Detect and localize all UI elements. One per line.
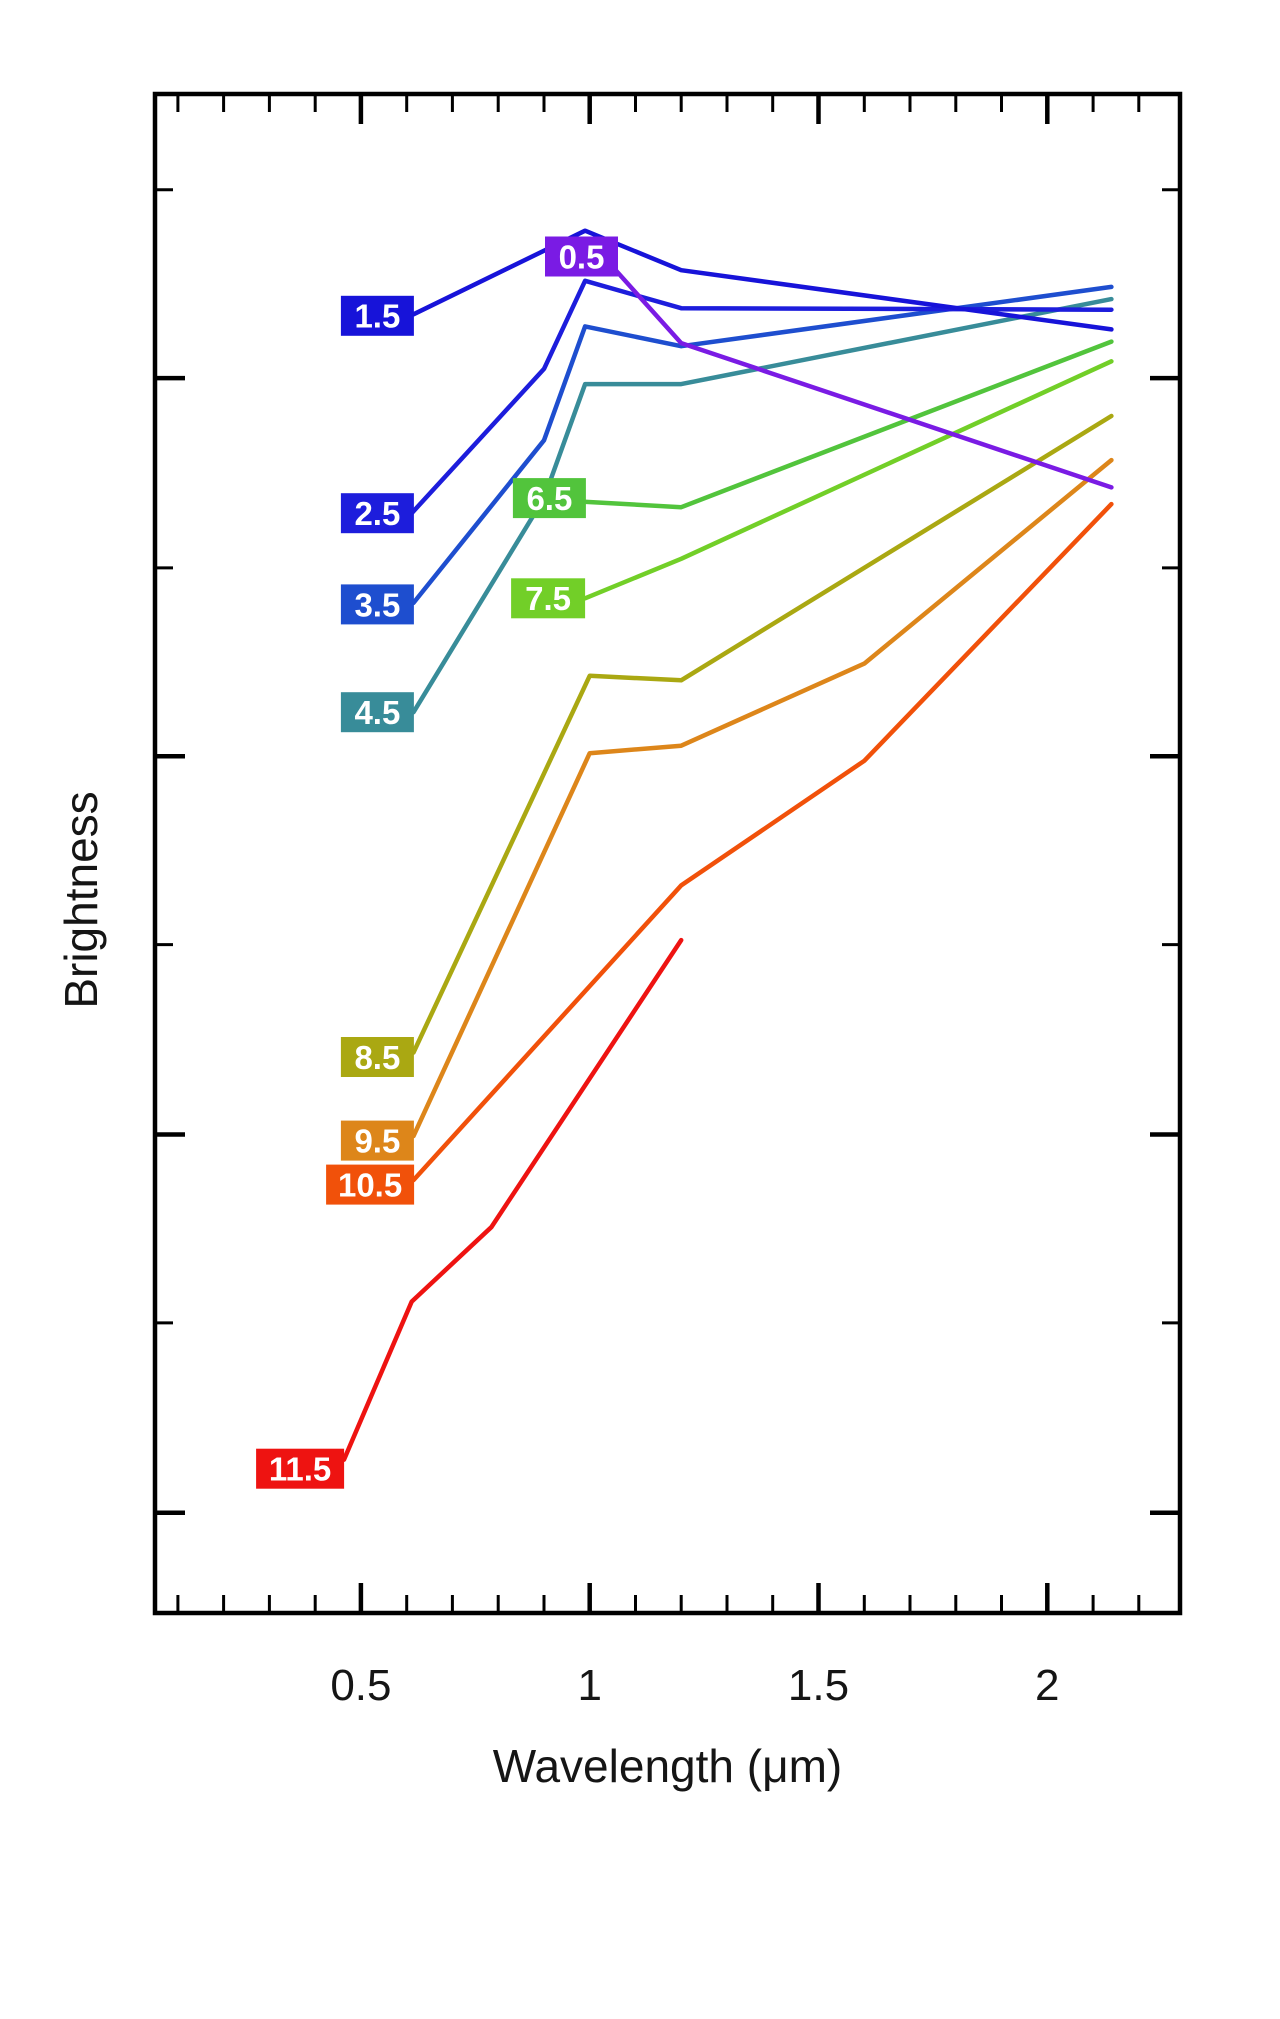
axis-ticks — [155, 94, 1180, 1613]
x-tick-label-0.5: 0.5 — [330, 1661, 391, 1710]
series-label-text-2.5: 2.5 — [354, 495, 400, 532]
series-label-text-6.5: 6.5 — [526, 480, 572, 517]
series-label-text-10.5: 10.5 — [338, 1167, 402, 1204]
series-label-text-11.5: 11.5 — [269, 1451, 331, 1488]
series-label-text-1.5: 1.5 — [354, 298, 400, 335]
plot-frame-rect — [152, 91, 1183, 1616]
series-label-box-11.5 — [256, 1448, 345, 1489]
series-label-box-3.5 — [340, 584, 414, 625]
x-tick-label-2: 2 — [1035, 1661, 1059, 1710]
series-label-box-10.5 — [326, 1164, 415, 1205]
series-line-0.5 — [587, 239, 1114, 490]
series-label-boxes: 11.5 10.5 9.5 8.5 7.5 6.5 4.5 3.5 2.5 1.5 0.5 — [256, 236, 618, 1489]
series-label-box-6.5 — [512, 478, 586, 519]
series-line-2.5 — [409, 278, 1114, 516]
series-label-box-0.5 — [545, 236, 618, 277]
series-line-8.5 — [411, 413, 1114, 1055]
series-line-10.5 — [411, 501, 1114, 1183]
series-label-box-4.5 — [340, 692, 414, 733]
x-tick-label-1: 1 — [577, 1661, 601, 1710]
y-axis-title: Brightness — [55, 791, 107, 1008]
series-label-box-7.5 — [511, 578, 586, 619]
plot-frame — [152, 91, 1183, 1616]
series-lines — [341, 228, 1114, 1462]
x-axis-title: Wavelength (μm) — [493, 1740, 842, 1792]
series-label-text-0.5: 0.5 — [559, 238, 605, 275]
series-line-3.5 — [411, 284, 1114, 606]
x-tick-label-1.5: 1.5 — [788, 1661, 849, 1710]
series-label-box-9.5 — [340, 1120, 414, 1161]
series-label-box-2.5 — [340, 493, 414, 534]
series-label-box-8.5 — [340, 1037, 414, 1077]
series-line-1.5 — [411, 228, 1114, 332]
series-line-11.5 — [341, 937, 684, 1462]
series-label-text-7.5: 7.5 — [525, 580, 571, 617]
series-label-text-3.5: 3.5 — [354, 586, 400, 623]
series-line-9.5 — [411, 457, 1114, 1139]
series-label-text-4.5: 4.5 — [354, 694, 400, 731]
series-label-box-1.5 — [340, 295, 414, 336]
series-label-text-9.5: 9.5 — [354, 1123, 400, 1160]
series-line-7.5 — [582, 359, 1114, 601]
series-line-6.5 — [570, 339, 1114, 510]
x-tick-labels: 0.5 1 1.5 2 — [330, 1661, 1059, 1710]
series-label-text-8.5: 8.5 — [354, 1039, 400, 1076]
series-line-4.5 — [411, 296, 1114, 715]
